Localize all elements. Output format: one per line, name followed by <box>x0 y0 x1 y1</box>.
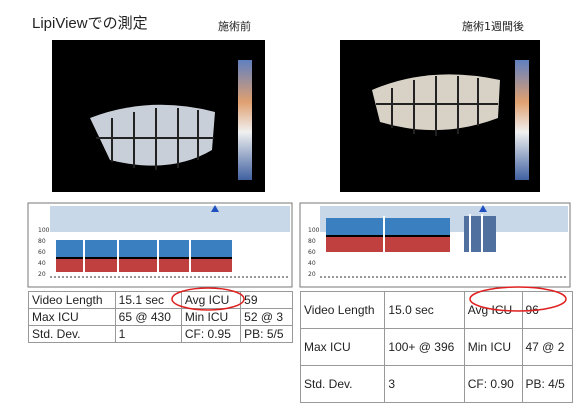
table-cell: Std. Dev. <box>29 326 116 343</box>
graph-axis-label: 20 <box>308 271 316 278</box>
lower-trace <box>326 236 450 252</box>
graph-axis-label: 100 <box>308 227 319 234</box>
table-cell: Video Length <box>29 292 116 309</box>
graph-axis-label: 80 <box>38 238 46 245</box>
table-cell: 96 <box>522 292 573 329</box>
table-cell: 59 <box>241 292 293 309</box>
table-cell: 15.0 sec <box>385 292 464 329</box>
graph-axis-label: 40 <box>38 260 46 267</box>
upper-trace <box>56 240 232 258</box>
table-cell: PB: 5/5 <box>241 326 293 343</box>
table-cell: Avg ICU <box>181 292 240 309</box>
graph-axis-label: 40 <box>308 260 316 267</box>
table-cell: PB: 4/5 <box>522 366 573 403</box>
graph-axis-label: 60 <box>38 249 46 256</box>
graph-axis-label: 60 <box>308 249 316 256</box>
graph-axis-label: 80 <box>308 238 316 245</box>
lipid-layer <box>90 105 215 166</box>
table-cell: Max ICU <box>301 329 385 366</box>
table-cell: 15.1 sec <box>115 292 181 309</box>
trace-fragment <box>464 216 496 252</box>
table-cell: 65 @ 430 <box>115 309 181 326</box>
table-cell: Avg ICU <box>464 292 522 329</box>
table-cell: Min ICU <box>181 309 240 326</box>
table-cell: Std. Dev. <box>301 366 385 403</box>
table-cell: 1 <box>115 326 181 343</box>
table-cell: Max ICU <box>29 309 116 326</box>
table-cell: CF: 0.95 <box>181 326 240 343</box>
table-cell: 47 @ 2 <box>522 329 573 366</box>
graph-axis-label: 20 <box>38 271 46 278</box>
table-cell: Min ICU <box>464 329 522 366</box>
table-cell: Video Length <box>301 292 385 329</box>
color-bar <box>238 60 252 180</box>
table-cell: 52 @ 3 <box>241 309 293 326</box>
graph-axis-label: 100 <box>38 227 49 234</box>
upper-trace <box>326 218 450 236</box>
table-cell: 3 <box>385 366 464 403</box>
lower-trace <box>56 258 232 272</box>
table-cell: CF: 0.90 <box>464 366 522 403</box>
graph-band <box>50 206 290 232</box>
page: LipiViewでの測定 施術前 施術1週間後 <box>0 0 573 410</box>
table-cell: 100+ @ 396 <box>385 329 464 366</box>
color-bar <box>515 60 529 180</box>
